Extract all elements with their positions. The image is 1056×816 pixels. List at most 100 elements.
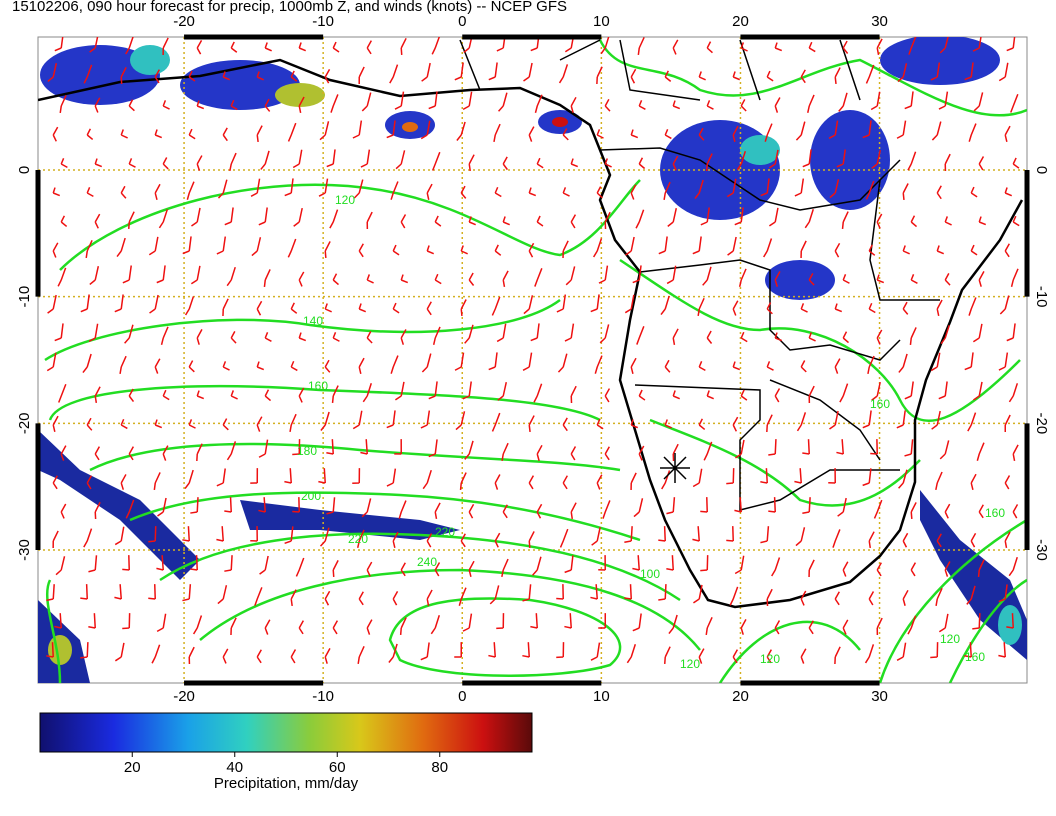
wind-barb bbox=[726, 526, 734, 542]
wind-barb bbox=[156, 613, 167, 633]
wind-barb bbox=[591, 526, 601, 546]
wind-barb bbox=[1004, 531, 1011, 549]
wind-barb bbox=[298, 620, 305, 635]
wind-barb bbox=[392, 302, 400, 314]
lat-label-right: -20 bbox=[1033, 412, 1050, 434]
wind-barb bbox=[46, 584, 55, 602]
contour-label: 180 bbox=[297, 444, 317, 458]
wind-barb bbox=[599, 324, 610, 344]
wind-barb bbox=[188, 646, 195, 665]
wind-barb bbox=[534, 94, 543, 113]
wind-barb bbox=[332, 273, 339, 286]
wind-barb bbox=[389, 64, 399, 84]
lat-label-left: -20 bbox=[16, 412, 33, 434]
wind-barb bbox=[698, 418, 706, 430]
wind-barb bbox=[468, 503, 475, 519]
wind-barb bbox=[392, 590, 399, 606]
wind-barb bbox=[706, 41, 713, 54]
wind-barb bbox=[842, 40, 849, 54]
wind-barb bbox=[196, 100, 205, 110]
contour-label: 120 bbox=[760, 652, 780, 666]
wind-barb bbox=[978, 216, 987, 226]
wind-barb bbox=[52, 530, 59, 549]
wind-barb bbox=[86, 475, 93, 490]
wind-barb bbox=[154, 358, 161, 374]
wind-barb bbox=[85, 239, 93, 259]
wind-barb bbox=[86, 417, 93, 431]
wind-barb bbox=[726, 468, 735, 485]
wind-barb bbox=[431, 151, 441, 171]
wind-barb bbox=[732, 416, 739, 432]
wind-barb bbox=[602, 500, 611, 519]
wind-barb bbox=[800, 69, 806, 84]
wind-barb bbox=[794, 468, 802, 484]
wind-barb bbox=[908, 37, 917, 55]
wind-barb bbox=[160, 326, 169, 345]
wind-barb bbox=[774, 271, 781, 287]
wind-barb bbox=[658, 526, 666, 542]
wind-barb bbox=[570, 158, 579, 168]
wind-barb bbox=[837, 497, 847, 517]
wind-barb bbox=[330, 94, 339, 113]
wind-barb bbox=[910, 562, 917, 577]
wind-barb bbox=[456, 121, 466, 141]
wind-barb bbox=[800, 360, 807, 373]
wind-barb bbox=[258, 439, 269, 458]
wind-barb bbox=[692, 236, 702, 255]
wind-barb bbox=[904, 439, 914, 457]
wind-barb bbox=[907, 151, 917, 171]
wind-barb bbox=[250, 526, 258, 542]
wind-barb bbox=[120, 418, 128, 430]
wind-barb bbox=[162, 37, 169, 56]
wind-barb bbox=[760, 526, 770, 544]
wind-barb bbox=[836, 439, 844, 455]
wind-barb bbox=[284, 178, 294, 197]
wind-barb bbox=[488, 62, 498, 81]
geopotential-contours bbox=[44, 39, 1027, 683]
wind-barb bbox=[360, 149, 371, 168]
wind-barb bbox=[332, 620, 339, 635]
wind-barb bbox=[964, 62, 974, 81]
wind-barb bbox=[530, 323, 540, 342]
wind-barb bbox=[463, 37, 473, 54]
wind-barb bbox=[795, 121, 806, 141]
wind-barb bbox=[264, 332, 272, 342]
wind-barb bbox=[114, 294, 124, 313]
wind-barb bbox=[796, 412, 807, 432]
wind-barb bbox=[528, 242, 535, 258]
wind-barb bbox=[637, 37, 645, 56]
wind-barb bbox=[732, 361, 741, 371]
wind-barb bbox=[47, 63, 58, 83]
wind-barb bbox=[604, 211, 611, 230]
wind-barb bbox=[570, 385, 577, 404]
wind-barb bbox=[114, 584, 122, 600]
wind-barb bbox=[395, 150, 406, 170]
wind-barb bbox=[944, 561, 951, 577]
wind-barb bbox=[760, 178, 770, 197]
wind-barb bbox=[329, 209, 339, 229]
wind-barb bbox=[832, 529, 841, 548]
wind-barb bbox=[600, 37, 610, 55]
lat-label-left: -10 bbox=[16, 286, 33, 308]
station-marker bbox=[660, 453, 690, 483]
wind-barb bbox=[672, 443, 679, 462]
wind-barb bbox=[259, 555, 269, 575]
wind-barb bbox=[998, 352, 1009, 371]
wind-barb bbox=[834, 591, 840, 606]
wind-barb bbox=[154, 183, 161, 200]
wind-barb bbox=[361, 92, 372, 112]
wind-barb bbox=[740, 619, 747, 635]
wind-barb bbox=[458, 587, 467, 606]
wind-barb bbox=[190, 497, 199, 514]
wind-barb bbox=[222, 418, 229, 431]
wind-barb bbox=[400, 274, 409, 284]
wind-barb bbox=[871, 381, 881, 401]
wind-barb bbox=[977, 559, 985, 578]
wind-barb bbox=[871, 149, 881, 169]
wind-barb bbox=[692, 526, 700, 542]
wind-barb bbox=[366, 331, 373, 344]
wind-barb bbox=[420, 642, 430, 661]
wind-barb bbox=[964, 352, 974, 371]
wind-barb bbox=[632, 555, 640, 571]
wind-barb bbox=[298, 271, 305, 287]
